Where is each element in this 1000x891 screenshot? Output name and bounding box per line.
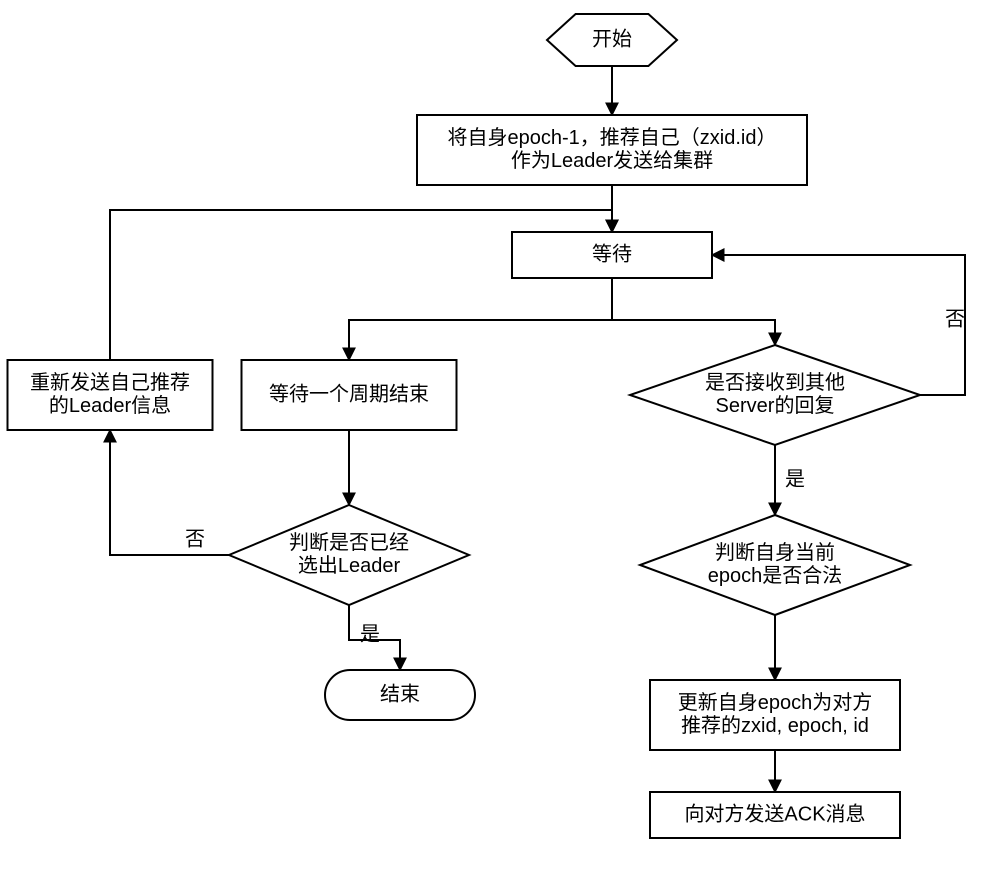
edge: [110, 430, 229, 555]
svg-text:的Leader信息: 的Leader信息: [49, 394, 171, 417]
svg-text:判断是否已经: 判断是否已经: [289, 531, 409, 554]
edge: [349, 278, 612, 360]
svg-text:开始: 开始: [592, 27, 632, 50]
svg-text:推荐的zxid, epoch, id: 推荐的zxid, epoch, id: [681, 714, 869, 737]
svg-text:否: 否: [185, 528, 205, 550]
flowchart-svg: 否是否是开始将自身epoch-1，推荐自己（zxid.id）作为Leader发送…: [0, 0, 1000, 891]
svg-text:等待: 等待: [592, 242, 632, 265]
svg-text:将自身epoch-1，推荐自己（zxid.id）: 将自身epoch-1，推荐自己（zxid.id）: [448, 126, 777, 149]
svg-text:Server的回复: Server的回复: [716, 394, 835, 417]
svg-text:epoch是否合法: epoch是否合法: [708, 564, 843, 587]
svg-text:判断自身当前: 判断自身当前: [715, 541, 835, 564]
svg-text:选出Leader: 选出Leader: [298, 554, 401, 577]
svg-text:是: 是: [360, 623, 380, 645]
svg-text:否: 否: [945, 308, 965, 330]
svg-text:作为Leader发送给集群: 作为Leader发送给集群: [511, 149, 713, 172]
svg-text:等待一个周期结束: 等待一个周期结束: [269, 382, 429, 405]
svg-text:是否接收到其他: 是否接收到其他: [705, 371, 845, 394]
svg-text:重新发送自己推荐: 重新发送自己推荐: [30, 371, 190, 394]
edge: [612, 278, 775, 345]
svg-text:结束: 结束: [380, 682, 420, 705]
svg-text:更新自身epoch为对方: 更新自身epoch为对方: [678, 691, 873, 714]
svg-text:是: 是: [785, 468, 805, 490]
svg-text:向对方发送ACK消息: 向对方发送ACK消息: [684, 802, 865, 825]
